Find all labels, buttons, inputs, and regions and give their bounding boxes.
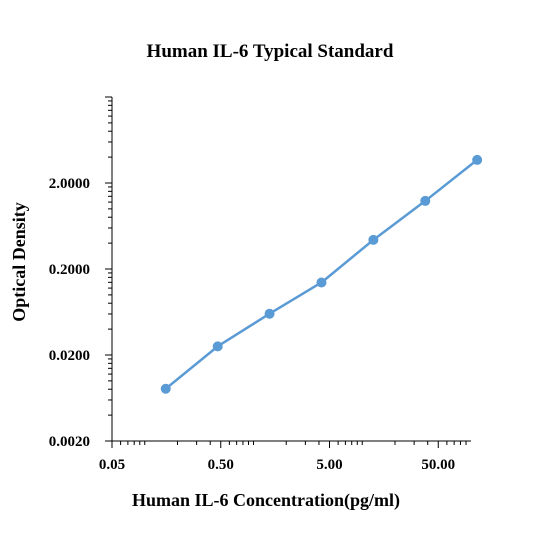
data-point [420, 195, 431, 206]
series-line [164, 158, 478, 390]
data-point [368, 234, 379, 245]
data-point [316, 277, 327, 288]
tick-labels: 0.0020 0.0200 0.2000 2.0000 0.05 0.50 5.00 50.0… [49, 176, 455, 473]
data-point [264, 308, 275, 319]
data-point [212, 341, 223, 352]
y-tick-label: 0.2000 [49, 262, 90, 278]
y-tick-label: 2.0000 [49, 176, 90, 192]
x-tick-label: 0.05 [99, 457, 125, 473]
x-tick-label: 0.50 [208, 457, 234, 473]
data-point [160, 383, 171, 394]
x-tick-label: 5.00 [316, 457, 342, 473]
data-point [472, 154, 483, 165]
y-axis-label: Optical Density [9, 202, 29, 322]
x-axis-label: Human IL-6 Concentration(pg/ml) [132, 490, 400, 511]
x-tick-label: 50.00 [421, 457, 455, 473]
chart-title: Human IL-6 Typical Standard [147, 41, 394, 62]
series [160, 154, 483, 394]
ticks [105, 96, 467, 448]
y-tick-label: 0.0200 [49, 348, 90, 364]
y-tick-label: 0.0020 [49, 434, 90, 450]
